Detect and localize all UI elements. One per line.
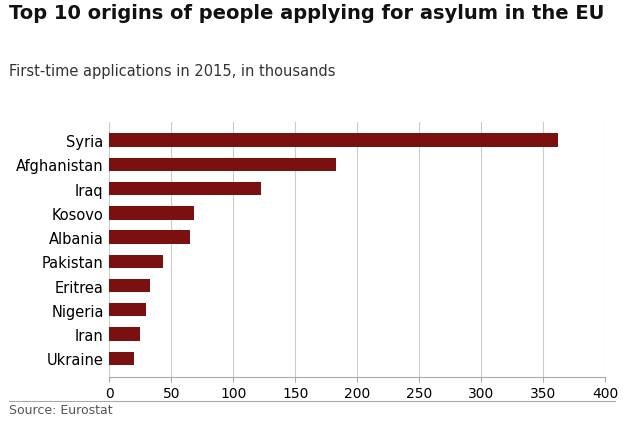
Bar: [109, 207, 193, 220]
Bar: [109, 255, 162, 268]
Bar: [109, 231, 190, 244]
Bar: [109, 159, 336, 172]
Text: Top 10 origins of people applying for asylum in the EU: Top 10 origins of people applying for as…: [9, 4, 605, 23]
Bar: [109, 279, 150, 293]
Bar: [109, 304, 147, 317]
Bar: [109, 352, 134, 365]
Bar: [109, 183, 260, 196]
Bar: [109, 328, 140, 341]
Bar: [109, 134, 558, 148]
Text: First-time applications in 2015, in thousands: First-time applications in 2015, in thou…: [9, 64, 336, 78]
Text: Source: Eurostat: Source: Eurostat: [9, 403, 113, 416]
